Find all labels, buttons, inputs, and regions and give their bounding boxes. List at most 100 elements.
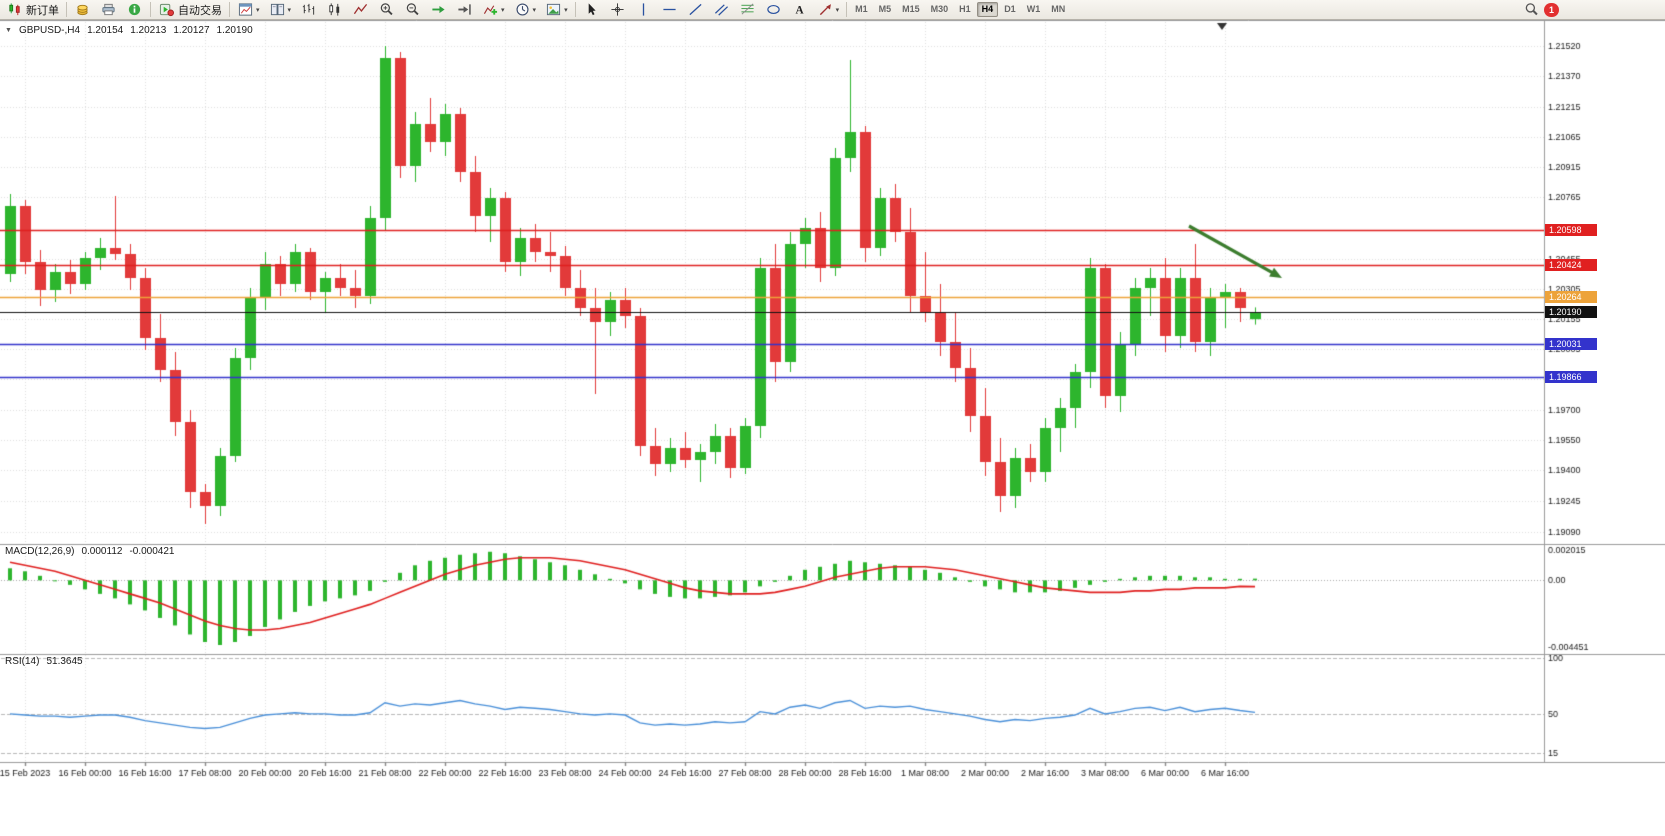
periods-button[interactable]: ▾ — [510, 1, 541, 19]
shapes-icon — [765, 2, 782, 17]
timeframe-MN[interactable]: MN — [1046, 2, 1070, 17]
info-icon — [126, 2, 143, 17]
line-chart-icon — [352, 2, 369, 17]
shapes-button[interactable] — [761, 1, 786, 19]
vertical-line-button[interactable] — [631, 1, 656, 19]
zoom-out-button[interactable] — [400, 1, 425, 19]
bar-chart-icon — [300, 2, 317, 17]
auto-scroll-button[interactable] — [426, 1, 451, 19]
profiles-button[interactable]: ▾ — [265, 1, 296, 19]
candlestick-chart-button[interactable] — [322, 1, 347, 19]
chart-high-value: 1.20213 — [130, 25, 167, 36]
rsi-value: 51.3645 — [46, 656, 83, 667]
chart-shift-button[interactable] — [452, 1, 477, 19]
chart-low-value: 1.20127 — [173, 25, 210, 36]
dropdown-caret-icon: ▾ — [564, 6, 568, 14]
chart-open-value: 1.20154 — [87, 25, 124, 36]
timeframe-H4[interactable]: H4 — [976, 2, 999, 17]
new-chart-icon — [237, 2, 254, 17]
toolbar-chart-group: ▾ ▾ ▾ ▾ ▾ — [233, 1, 572, 19]
svg-text:A: A — [795, 5, 804, 17]
support-line-1-badge: 1.20031 — [1545, 338, 1597, 350]
notification-badge[interactable]: 1 — [1544, 2, 1559, 17]
timeframe-M30[interactable]: M30 — [926, 2, 954, 17]
horizontal-line-button[interactable] — [657, 1, 682, 19]
resistance-line-1-badge: 1.20598 — [1545, 224, 1597, 236]
candlestick-icon — [326, 2, 343, 17]
timeframe-switcher: M1 M5 M15 M30 H1 H4 D1 W1 MN — [850, 2, 1070, 17]
profiles-icon — [269, 2, 286, 17]
search-button[interactable] — [1519, 1, 1544, 19]
chart-symbol-period: GBPUSD-,H4 — [18, 25, 81, 36]
current-price-line-badge: 1.20190 — [1545, 306, 1597, 318]
new-order-button[interactable]: 新订单 — [2, 1, 63, 19]
arrows-icon — [817, 2, 834, 17]
toolbar-separator — [66, 2, 67, 17]
chart-close-value: 1.20190 — [216, 25, 253, 36]
arrows-button[interactable]: ▾ — [813, 1, 844, 19]
macd-indicator-header: MACD(12,26,9) 0.000112 -0.000421 — [5, 546, 174, 557]
toolbar-separator — [846, 2, 848, 17]
bar-chart-button[interactable] — [296, 1, 321, 19]
dropdown-caret-icon: ▾ — [835, 6, 840, 14]
info-button[interactable] — [122, 1, 147, 19]
auto-scroll-icon — [430, 2, 447, 17]
zoom-in-icon — [378, 2, 395, 17]
toolbar-drawing-group: A ▾ — [579, 1, 844, 19]
price-chart-canvas[interactable] — [0, 20, 1665, 836]
chart-shift-icon — [456, 2, 473, 17]
alerts-button[interactable] — [70, 1, 95, 19]
cursor-icon — [583, 2, 600, 17]
pivot-line-badge: 1.20264 — [1545, 291, 1597, 303]
timeframe-M5[interactable]: M5 — [874, 2, 897, 17]
timeframe-H1[interactable]: H1 — [954, 2, 976, 17]
dropdown-caret-icon: ▾ — [501, 6, 505, 14]
chart-symbol-header: ▼ GBPUSD-,H4 1.20154 1.20213 1.20127 1.2… — [5, 25, 253, 36]
support-line-2-badge: 1.19866 — [1545, 371, 1597, 383]
toolbar-right-group — [1519, 1, 1544, 19]
trendline-icon — [687, 2, 704, 17]
crosshair-button[interactable] — [605, 1, 630, 19]
printer-icon — [100, 2, 117, 17]
cursor-button[interactable] — [579, 1, 604, 19]
macd-signal-value: -0.000421 — [129, 546, 175, 557]
toolbar-separator — [229, 2, 230, 17]
zoom-out-icon — [404, 2, 421, 17]
periods-icon — [514, 2, 531, 17]
text-button[interactable]: A — [787, 1, 812, 19]
timeframe-D1[interactable]: D1 — [999, 2, 1021, 17]
auto-trading-button[interactable]: 自动交易 — [154, 1, 226, 19]
rsi-label: RSI(14) — [5, 656, 40, 667]
trendline-button[interactable] — [683, 1, 708, 19]
print-button[interactable] — [96, 1, 121, 19]
dropdown-caret-icon: ▾ — [256, 6, 260, 14]
indicators-button[interactable]: ▾ — [478, 1, 509, 19]
templates-icon — [545, 2, 562, 17]
channel-button[interactable] — [709, 1, 734, 19]
search-icon — [1523, 2, 1540, 17]
text-icon: A — [791, 2, 808, 17]
line-chart-button[interactable] — [348, 1, 373, 19]
new-chart-button[interactable]: ▾ — [233, 1, 264, 19]
templates-button[interactable]: ▾ — [541, 1, 572, 19]
toolbar-left-group — [70, 1, 147, 19]
indicators-icon — [482, 2, 499, 17]
rsi-indicator-header: RSI(14) 51.3645 — [5, 656, 83, 667]
dropdown-caret-icon: ▾ — [532, 6, 537, 14]
coin-icon — [74, 2, 91, 17]
zoom-in-button[interactable] — [374, 1, 399, 19]
collapse-chart-icon[interactable]: ▼ — [5, 27, 12, 34]
toolbar: 新订单 自动交易 ▾ ▾ ▾ ▾ ▾ A ▾ M1 M5 M15 M30 H1 H4 D1 W1 MN 1 — [0, 0, 1665, 20]
channel-icon — [713, 2, 730, 17]
resistance-line-2-badge: 1.20424 — [1545, 259, 1597, 271]
fibonacci-button[interactable] — [735, 1, 760, 19]
chart-window: ▼ GBPUSD-,H4 1.20154 1.20213 1.20127 1.2… — [0, 20, 1665, 836]
timeframe-M15[interactable]: M15 — [897, 2, 925, 17]
new-order-label: 新订单 — [26, 4, 59, 17]
timeframe-W1[interactable]: W1 — [1022, 2, 1046, 17]
new-order-icon — [6, 2, 23, 17]
timeframe-M1[interactable]: M1 — [850, 2, 873, 17]
macd-value: 0.000112 — [81, 546, 123, 557]
macd-label: MACD(12,26,9) — [5, 546, 75, 557]
autotrade-icon — [158, 2, 175, 17]
